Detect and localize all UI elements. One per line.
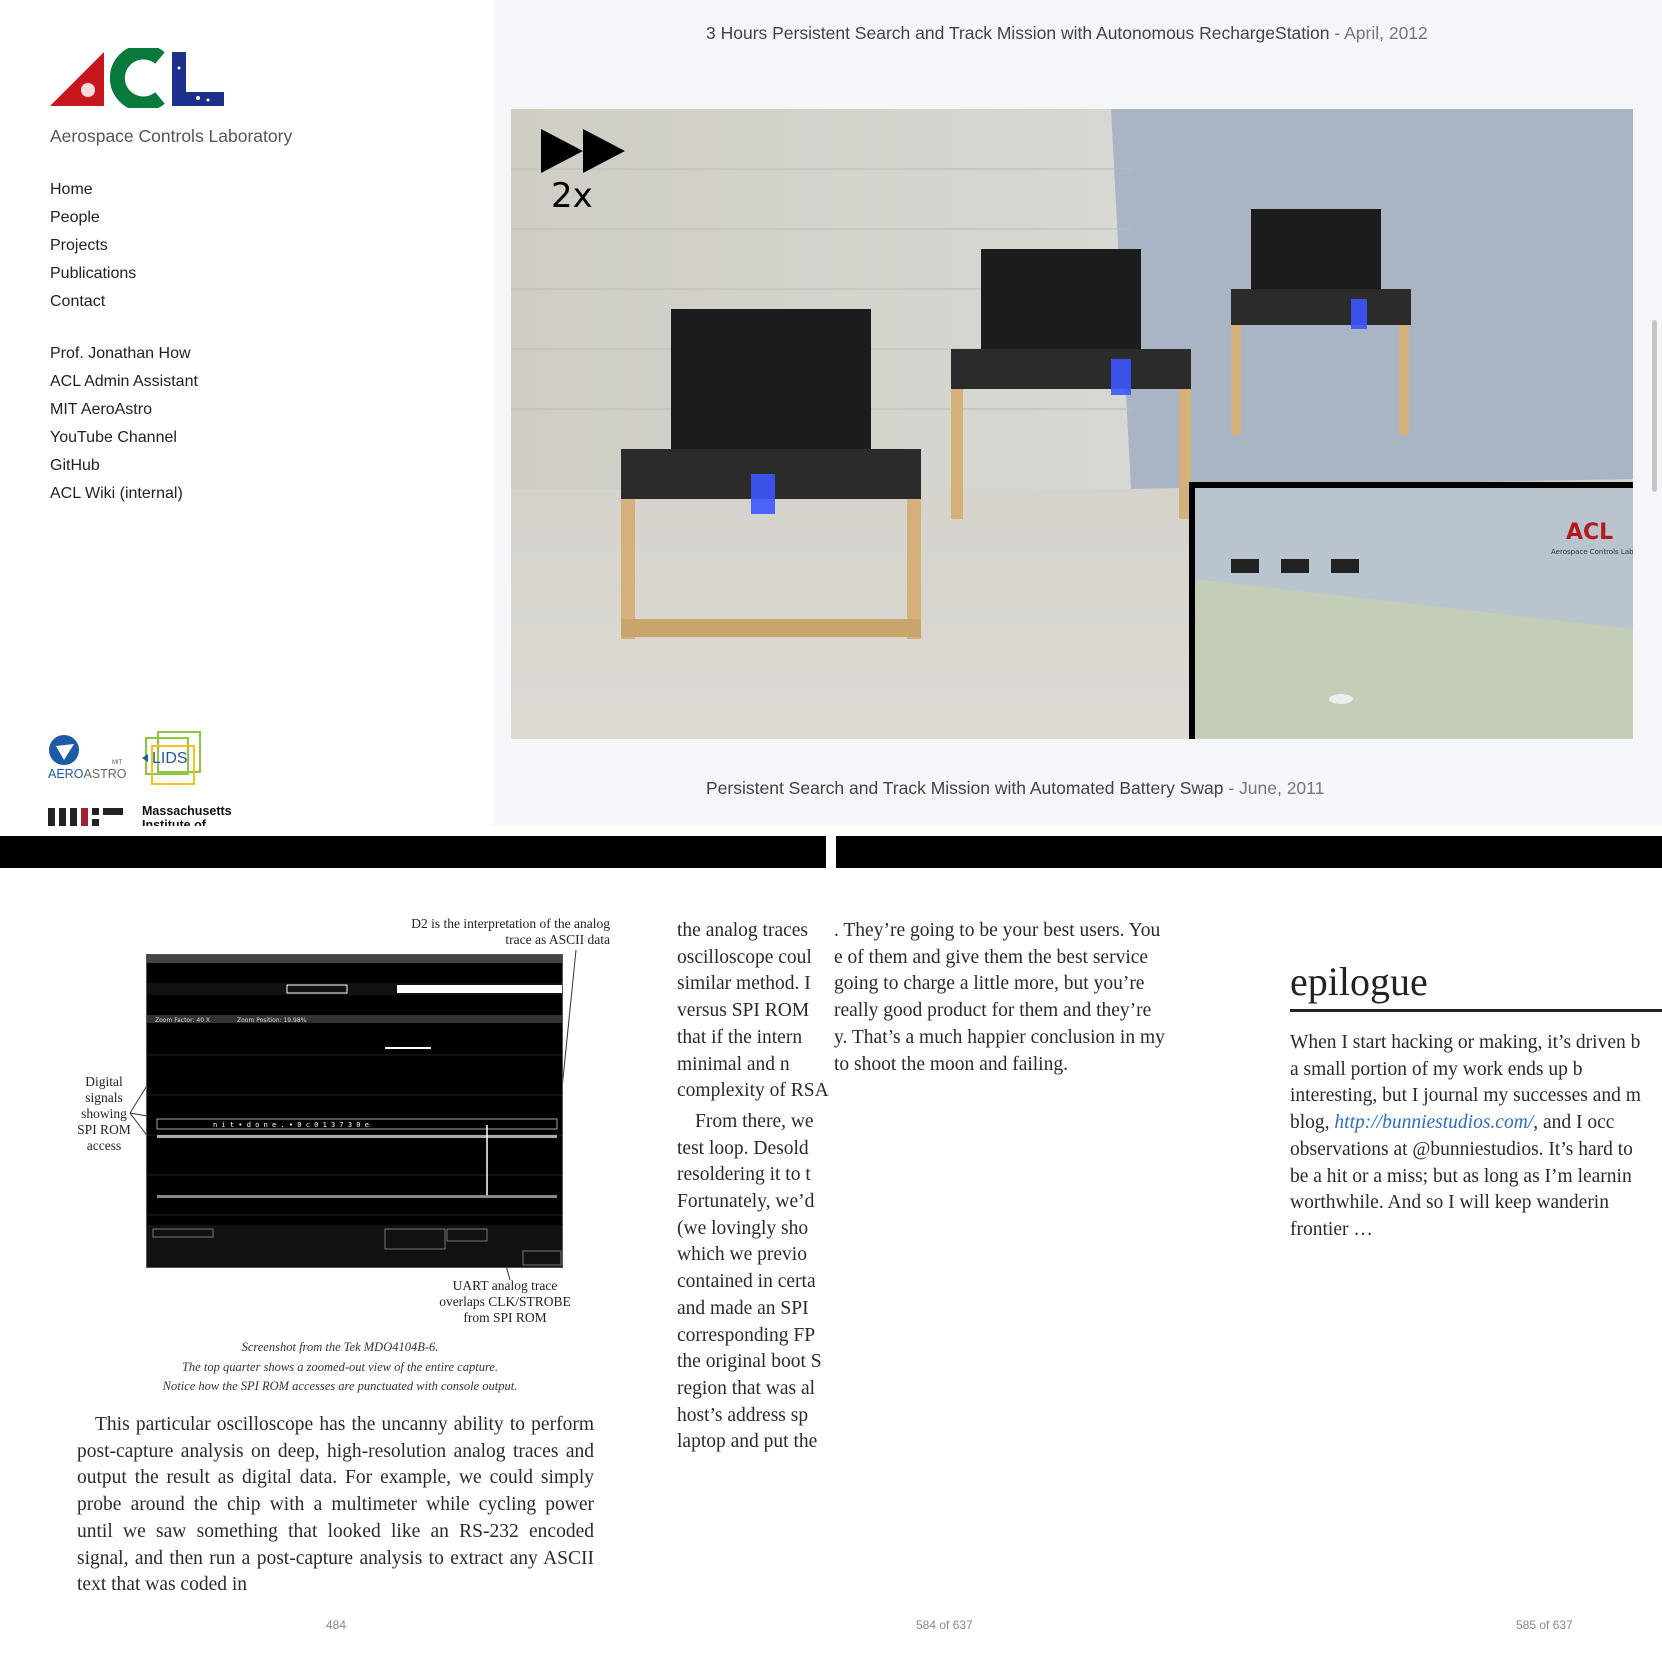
left-column-fragments: the analog traces oscilloscope coul simi… [677, 920, 829, 1453]
aeroastro-logo[interactable]: MIT AEROASTRO [48, 734, 132, 784]
lids-frame-icon [142, 731, 201, 785]
aeroastro-emblem-icon [49, 735, 79, 765]
speed-label: 2x [551, 176, 593, 216]
bunniestudios-link[interactable]: http://bunniestudios.com/ [1334, 1112, 1534, 1134]
annotation-d2: D2 is the interpretation of the analog t… [411, 916, 610, 947]
divider-bar-left [0, 836, 826, 868]
mit-logo[interactable]: Massachusetts Institute of [48, 804, 248, 826]
video-caption-2: Persistent Search and Track Mission with… [706, 778, 1325, 798]
link-mit-aeroastro[interactable]: MIT AeroAstro [50, 401, 152, 418]
video-date-1: April, 2012 [1344, 23, 1428, 43]
annotation-digital-signals: Digital signals showing SPI ROM access [77, 1074, 131, 1153]
video-player[interactable]: 2x ACL Aerospace Controls Lab [511, 109, 1633, 739]
mit-wordmark-icon [48, 808, 123, 826]
video-title-2: Persistent Search and Track Mission with… [706, 778, 1224, 798]
oscilloscope-screenshot: Zoom Factor: 40 X Zoom Position: 19.98% … [146, 954, 563, 1268]
scope-traces: Zoom Factor: 40 X Zoom Position: 19.98% … [147, 955, 562, 1267]
nav-publications[interactable]: Publications [50, 265, 137, 282]
video-frame-image: 2x ACL Aerospace Controls Lab [511, 109, 1633, 739]
nav-people[interactable]: People [50, 209, 100, 226]
fast-forward-icon [541, 129, 625, 173]
book-page-484: D2 is the interpretation of the analog t… [0, 868, 626, 1662]
page-number-584: 584 of 637 [916, 1618, 973, 1632]
main-nav: Home People Projects Publications Contac… [50, 176, 136, 316]
website-sidebar: Aerospace Controls Laboratory Home Peopl… [0, 0, 494, 826]
zoom-position: Zoom Position: 19.98% [237, 1017, 307, 1024]
link-admin-assistant[interactable]: ACL Admin Assistant [50, 373, 198, 390]
link-youtube[interactable]: YouTube Channel [50, 429, 177, 446]
lab-tagline: Aerospace Controls Laboratory [50, 126, 293, 146]
nav-contact[interactable]: Contact [50, 293, 106, 310]
figure-caption: Screenshot from the Tek MDO4104B-6. The … [162, 1340, 518, 1393]
link-prof-how[interactable]: Prof. Jonathan How [50, 345, 191, 362]
divider-bar-right [836, 836, 1662, 868]
link-github[interactable]: GitHub [50, 457, 100, 474]
nav-home[interactable]: Home [50, 181, 93, 198]
epilogue-text: When I start hacking or making, it’s dri… [1290, 1032, 1641, 1240]
page-number-484: 484 [325, 1618, 347, 1632]
external-links: Prof. Jonathan How ACL Admin Assistant M… [50, 340, 198, 508]
website-content: 3 Hours Persistent Search and Track Miss… [494, 0, 1662, 826]
link-acl-wiki[interactable]: ACL Wiki (internal) [50, 485, 183, 502]
chapter-heading: epilogue [1290, 959, 1428, 1004]
inset-logo: ACL [1566, 520, 1613, 545]
video-title-1: 3 Hours Persistent Search and Track Miss… [706, 23, 1330, 43]
video-caption-1: 3 Hours Persistent Search and Track Miss… [706, 23, 1428, 43]
lids-logo[interactable]: LIDS [140, 730, 206, 788]
decoded-ascii: n i t • d o n e . • 0 c 0 1 3 7 3 0 e [213, 1121, 369, 1129]
heading-rule [1290, 1009, 1662, 1012]
scrollbar-thumb[interactable] [1652, 320, 1657, 492]
annotation-uart: UART analog trace overlaps CLK/STROBE fr… [439, 1278, 571, 1325]
right-column-fragments: . They’re going to be your best users. Y… [834, 920, 1165, 1075]
video-date-2: June, 2011 [1239, 778, 1325, 798]
page-number-585: 585 of 637 [1516, 1618, 1573, 1632]
book-page-585: epilogue When I start hacking or making,… [1226, 868, 1662, 1662]
inset-caption: Aerospace Controls Lab [1551, 548, 1633, 556]
zoom-factor: Zoom Factor: 40 X [155, 1017, 210, 1024]
book-page-584: the analog traces oscilloscope coul simi… [626, 868, 1226, 1662]
acl-logo[interactable] [48, 48, 226, 108]
nav-projects[interactable]: Projects [50, 237, 108, 254]
body-paragraph: This particular oscilloscope has the unc… [77, 1414, 594, 1596]
